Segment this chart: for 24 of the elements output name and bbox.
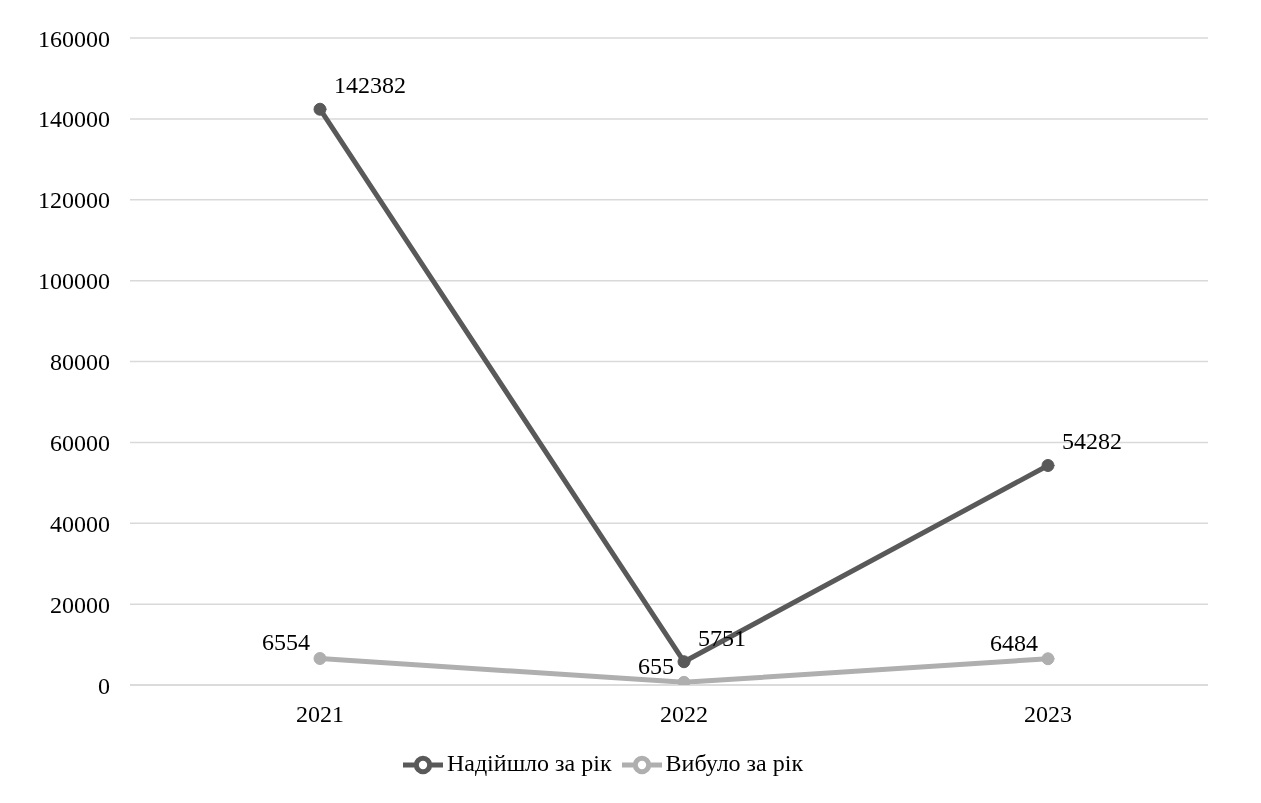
y-tick-label: 100000	[38, 268, 110, 295]
legend-label: Вибуло за рік	[665, 749, 804, 776]
y-tick-label: 20000	[50, 591, 110, 618]
y-tick-label: 60000	[50, 429, 110, 456]
x-tick-label: 2022	[660, 701, 708, 728]
point	[1041, 459, 1055, 472]
x-tick-label: 2023	[1024, 701, 1072, 728]
data-label: 142382	[334, 72, 406, 99]
y-tick-label: 0	[98, 672, 110, 699]
data-label: 6484	[990, 629, 1038, 656]
point	[313, 102, 327, 116]
point	[313, 652, 327, 665]
y-tick-label: 160000	[38, 25, 110, 52]
y-tick-label: 140000	[38, 106, 110, 133]
x-tick-label: 2021	[296, 701, 344, 728]
data-label: 54282	[1062, 428, 1122, 455]
data-label: 655	[638, 653, 674, 680]
point	[677, 655, 691, 669]
y-tick-label: 80000	[50, 349, 110, 376]
legend-label: Надійшло за рік	[446, 749, 612, 776]
data-label: 6554	[262, 629, 310, 656]
point	[1041, 652, 1055, 666]
y-tick-label: 120000	[38, 187, 110, 214]
y-tick-label: 40000	[50, 510, 110, 537]
